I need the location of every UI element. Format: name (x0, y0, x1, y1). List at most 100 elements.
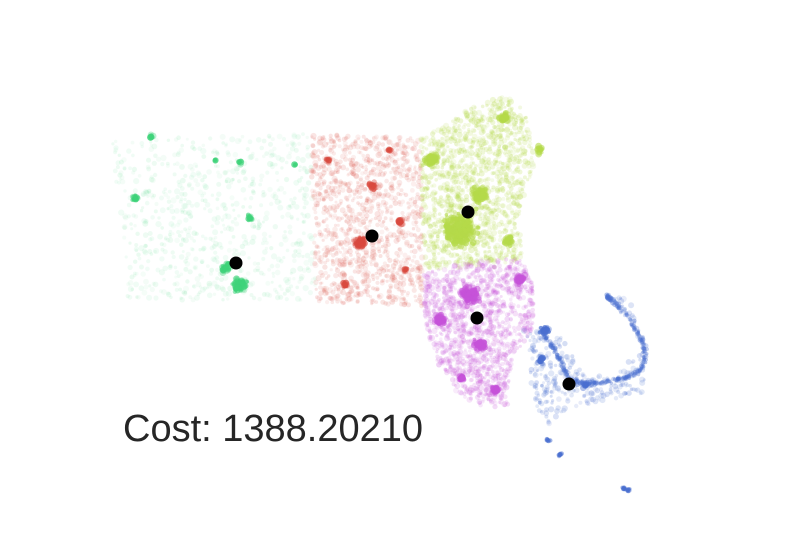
point-central (349, 143, 353, 147)
point-cape (560, 367, 566, 373)
point-central (370, 158, 375, 162)
point-southeast (486, 367, 492, 372)
point-west (226, 224, 231, 229)
point-southeast (450, 377, 456, 383)
point-northeast (489, 109, 493, 113)
point-southeast (425, 271, 432, 277)
point-central (338, 198, 344, 204)
point-west (178, 147, 184, 153)
point-central (347, 157, 353, 162)
point-southeast (455, 322, 461, 328)
point-central (347, 241, 352, 246)
point-northeast (506, 149, 511, 155)
point-central (325, 224, 329, 228)
point-central (378, 192, 383, 196)
point-west (148, 176, 155, 183)
point-west (287, 204, 292, 208)
point-central (355, 185, 360, 189)
point-southeast (491, 342, 497, 347)
point-west (257, 297, 262, 302)
point-west (290, 141, 295, 146)
point-central (319, 174, 324, 180)
point-southeast (513, 266, 518, 272)
point-west (185, 137, 189, 141)
point-west (183, 197, 187, 202)
point-central (340, 147, 345, 152)
point-northeast (433, 231, 437, 235)
point-central (378, 160, 382, 165)
point-west (279, 258, 284, 264)
point-southeast (443, 300, 449, 306)
point-northeast (430, 131, 436, 137)
point-northeast (426, 229, 433, 236)
point-west (115, 165, 120, 170)
point-central (346, 204, 351, 209)
point-central (391, 198, 396, 203)
point-west (157, 216, 161, 220)
point-central (395, 148, 399, 152)
point-west (140, 191, 147, 198)
point-west (282, 256, 286, 260)
point-southeast (443, 367, 448, 372)
point-central (350, 258, 354, 262)
point-northeast (486, 121, 490, 125)
point-cape (626, 487, 631, 492)
point-southeast (471, 358, 478, 365)
point-central (312, 240, 317, 245)
point-central (342, 140, 348, 146)
point-central (364, 164, 368, 168)
point-northeast (440, 165, 445, 170)
point-northeast (485, 241, 490, 246)
point-central (314, 216, 319, 221)
point-northeast (478, 143, 483, 148)
point-central (312, 189, 317, 194)
point-central (356, 292, 362, 297)
point-southeast (451, 366, 457, 373)
point-northeast (433, 200, 438, 205)
point-west (305, 152, 312, 159)
point-southeast (511, 325, 517, 330)
point-central (355, 286, 359, 290)
point-west (142, 220, 149, 227)
point-central (414, 220, 419, 225)
point-northeast (444, 249, 448, 253)
point-central (378, 169, 383, 174)
point-central (343, 183, 348, 188)
point-cape (588, 390, 595, 396)
point-west (255, 225, 261, 231)
point-west (190, 203, 195, 208)
point-southeast (437, 346, 441, 350)
point-central (414, 157, 420, 163)
point-central (420, 240, 424, 244)
point-southeast (496, 360, 501, 365)
point-west (154, 201, 159, 207)
point-central (389, 210, 395, 216)
point-central (399, 260, 403, 265)
point-central (387, 155, 392, 160)
point-central (319, 260, 325, 265)
point-west (252, 261, 258, 266)
point-central (413, 165, 417, 169)
point-northeast (509, 208, 515, 213)
point-central (408, 232, 414, 238)
point-northeast (422, 186, 428, 193)
point-west (118, 159, 124, 165)
point-west (182, 210, 188, 215)
point-northeast (454, 163, 461, 170)
point-west (122, 167, 127, 171)
point-west (298, 240, 305, 247)
point-northeast (456, 198, 460, 203)
point-northeast (456, 257, 461, 261)
point-southeast (435, 286, 442, 293)
point-northeast (421, 199, 425, 203)
point-west (220, 218, 225, 222)
point-west (291, 200, 296, 206)
point-central (418, 168, 422, 171)
point-central (310, 143, 316, 149)
point-central (397, 266, 402, 271)
point-northeast (426, 216, 432, 221)
point-west (113, 150, 118, 155)
point-west (307, 233, 314, 240)
point-central (342, 147, 347, 152)
point-central (350, 141, 356, 147)
